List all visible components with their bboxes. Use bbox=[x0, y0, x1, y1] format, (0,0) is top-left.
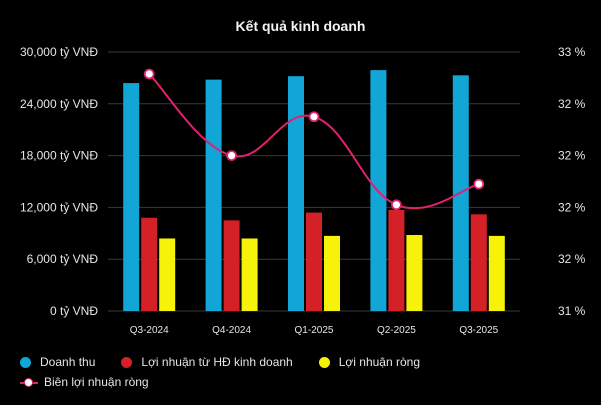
legend-label-revenue: Doanh thu bbox=[40, 355, 96, 369]
y-right-tick-label: 32 % bbox=[558, 97, 586, 111]
bar-net-profit bbox=[241, 238, 258, 311]
legend-swatch-net-profit bbox=[318, 356, 330, 368]
legend-item-revenue[interactable]: Doanh thu bbox=[20, 355, 95, 369]
line-point-net-margin bbox=[473, 178, 485, 190]
bar-operating-profit bbox=[141, 217, 158, 311]
line-point-net-margin bbox=[308, 111, 320, 123]
chart-title: Kết quả kinh doanh bbox=[235, 18, 366, 34]
x-tick-label: Q4-2024 bbox=[212, 325, 251, 336]
y-left-tick-label: 30,000 tỷ VNĐ bbox=[20, 45, 98, 59]
bar-net-profit bbox=[159, 238, 176, 311]
y-right-tick-label: 33 % bbox=[558, 45, 586, 59]
line-point-net-margin bbox=[226, 150, 238, 162]
line-net-margin bbox=[148, 73, 480, 210]
y-left-tick-label: 18,000 tỷ VNĐ bbox=[20, 149, 98, 163]
y-left-tick-label: 6,000 tỷ VNĐ bbox=[27, 252, 99, 266]
y-left-tick-label: 24,000 tỷ VNĐ bbox=[20, 97, 98, 111]
bar-operating-profit bbox=[306, 212, 322, 311]
x-tick-label: Q3-2024 bbox=[130, 325, 169, 336]
line-point-net-margin bbox=[390, 199, 402, 211]
legend-swatch-net-margin bbox=[20, 377, 38, 388]
bar-net-profit bbox=[406, 235, 423, 311]
y-right-tick-label: 32 % bbox=[558, 149, 586, 163]
y-left-tick-label: 0 tỷ VNĐ bbox=[50, 304, 98, 318]
legend-item-net-profit[interactable]: Lợi nhuận ròng bbox=[318, 355, 420, 369]
legend: Doanh thu Lợi nhuận từ HĐ kinh doanh Lợi… bbox=[20, 352, 590, 392]
legend-label-operating-profit: Lợi nhuận từ HĐ kinh doanh bbox=[141, 355, 293, 369]
line-point-net-margin bbox=[143, 68, 155, 80]
bar-revenue bbox=[205, 79, 222, 311]
bar-net-profit bbox=[324, 235, 340, 311]
legend-swatch-revenue bbox=[20, 356, 31, 368]
bar-operating-profit bbox=[470, 214, 487, 311]
y-right-tick-label: 32 % bbox=[558, 252, 586, 266]
y-right-tick-label: 31 % bbox=[558, 304, 586, 318]
legend-swatch-operating-profit bbox=[121, 356, 133, 368]
legend-item-operating-profit[interactable]: Lợi nhuận từ HĐ kinh doanh bbox=[121, 355, 293, 369]
bar-operating-profit bbox=[388, 209, 405, 311]
x-tick-label: Q2-2025 bbox=[377, 325, 416, 336]
legend-label-net-profit: Lợi nhuận ròng bbox=[338, 355, 420, 369]
y-right-tick-label: 32 % bbox=[558, 200, 586, 214]
bar-revenue bbox=[123, 83, 140, 311]
legend-label-net-margin: Biên lợi nhuận ròng bbox=[44, 375, 149, 389]
legend-item-net-margin[interactable]: Biên lợi nhuận ròng bbox=[20, 375, 149, 389]
bar-net-profit bbox=[488, 235, 505, 311]
x-tick-label: Q1-2025 bbox=[295, 325, 334, 336]
bar-operating-profit bbox=[223, 220, 240, 311]
x-tick-label: Q3-2025 bbox=[459, 325, 498, 336]
bar-revenue bbox=[288, 76, 304, 311]
y-left-tick-label: 12,000 tỷ VNĐ bbox=[20, 200, 98, 214]
